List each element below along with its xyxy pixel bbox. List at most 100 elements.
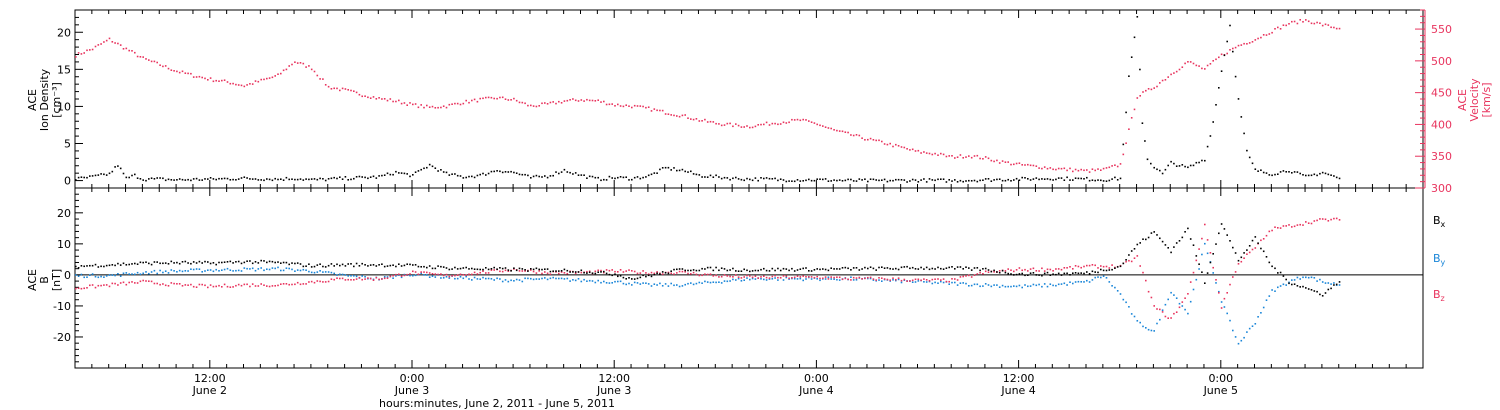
data-point (1164, 79, 1167, 81)
data-point (277, 261, 279, 263)
data-point (544, 175, 546, 177)
data-point (973, 283, 976, 286)
data-point (221, 261, 223, 264)
data-point (254, 80, 257, 82)
data-point (235, 261, 237, 263)
data-point (479, 173, 481, 176)
data-point (1139, 265, 1141, 267)
data-point (282, 269, 285, 272)
data-point (103, 276, 105, 278)
data-point (895, 279, 897, 282)
data-point (260, 259, 262, 262)
data-point (1282, 275, 1285, 277)
data-point (1049, 167, 1052, 169)
data-point (201, 262, 203, 264)
data-point (1066, 176, 1068, 179)
data-point (1338, 27, 1341, 30)
data-point (1038, 178, 1040, 181)
data-point (1192, 271, 1195, 274)
data-point (878, 179, 880, 182)
data-point (428, 163, 431, 166)
data-point (572, 173, 574, 175)
data-point (1164, 315, 1167, 318)
data-point (841, 267, 844, 269)
data-point (145, 261, 147, 263)
data-point (268, 285, 271, 288)
data-point (591, 175, 594, 178)
data-point (541, 272, 543, 275)
data-point (406, 173, 408, 175)
data-point (1268, 295, 1271, 297)
data-point (499, 267, 501, 269)
data-point (117, 273, 119, 275)
data-point (313, 281, 316, 284)
data-point (496, 277, 498, 280)
x-tick-label-date: June 3 (596, 384, 631, 397)
data-point (563, 268, 566, 271)
data-point (167, 263, 170, 265)
data-point (1049, 283, 1052, 285)
data-point (914, 278, 917, 281)
data-point (212, 285, 215, 288)
data-point (226, 261, 229, 263)
data-point (928, 268, 931, 271)
data-point (532, 175, 535, 178)
data-point (701, 267, 703, 270)
y-tick-label-right: 500 (1431, 55, 1452, 68)
data-point (108, 172, 111, 175)
data-point (779, 178, 782, 180)
data-point (968, 155, 970, 157)
data-point (822, 125, 824, 127)
data-point (260, 179, 262, 181)
data-point (872, 279, 875, 281)
data-point (1330, 218, 1332, 221)
data-point (482, 270, 484, 272)
data-point (1130, 313, 1133, 315)
data-point (501, 270, 504, 273)
data-point (942, 281, 945, 284)
data-point (1080, 272, 1082, 274)
data-point (83, 276, 85, 279)
data-point (1116, 165, 1119, 168)
data-point (1066, 272, 1068, 275)
data-point (330, 88, 333, 90)
data-point (1195, 64, 1198, 67)
x-axis-caption: hours:minutes, June 2, 2011 - June 5, 20… (379, 397, 615, 410)
data-point (434, 107, 437, 109)
data-point (1248, 245, 1251, 247)
data-point (1251, 325, 1254, 327)
data-point (97, 174, 100, 176)
data-point (793, 276, 796, 279)
data-point (760, 268, 762, 271)
data-point (114, 166, 116, 168)
data-point (574, 271, 577, 273)
data-point (1156, 234, 1158, 236)
data-point (628, 269, 630, 271)
data-point (1218, 292, 1220, 294)
velocity-series (75, 19, 1341, 173)
data-point (664, 272, 667, 274)
data-point (232, 178, 234, 181)
data-point (164, 284, 167, 287)
data-point (420, 168, 422, 171)
data-point (715, 274, 717, 277)
data-point (451, 173, 453, 175)
data-point (1024, 177, 1026, 179)
data-point (1324, 172, 1327, 175)
data-point (906, 280, 908, 282)
data-point (493, 170, 495, 173)
data-point (398, 172, 400, 174)
data-point (597, 99, 599, 101)
data-point (692, 283, 695, 286)
data-point (1257, 170, 1259, 172)
data-point (195, 76, 198, 78)
data-point (614, 270, 616, 273)
data-point (1164, 244, 1167, 246)
data-point (1226, 52, 1228, 55)
data-point (524, 277, 526, 280)
data-point (462, 177, 465, 179)
data-point (1069, 167, 1071, 170)
data-point (757, 179, 759, 182)
data-point (990, 270, 993, 273)
